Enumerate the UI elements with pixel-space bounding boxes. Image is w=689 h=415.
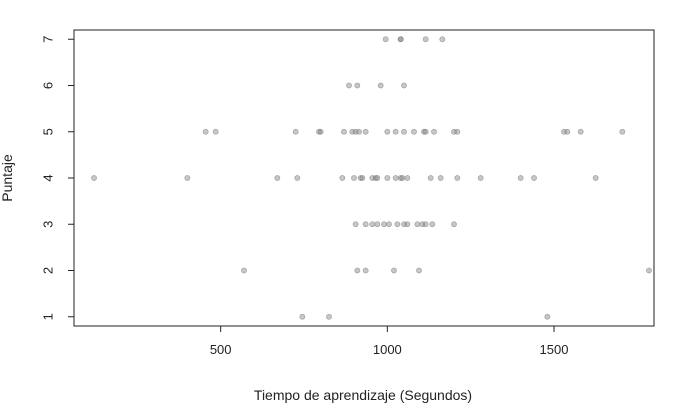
data-point xyxy=(352,221,359,228)
data-point xyxy=(454,128,461,135)
data-point xyxy=(646,267,652,274)
data-point xyxy=(439,36,446,43)
data-point xyxy=(399,175,406,181)
data-points xyxy=(91,36,652,320)
data-point xyxy=(577,128,584,135)
data-point xyxy=(292,128,299,135)
data-point xyxy=(362,221,369,228)
data-point xyxy=(392,175,399,181)
data-point xyxy=(356,128,362,135)
data-point xyxy=(416,267,422,274)
data-point xyxy=(359,175,366,181)
data-point xyxy=(202,128,209,135)
data-point xyxy=(294,175,301,181)
y-tick-label: 3 xyxy=(41,221,56,228)
data-point xyxy=(401,82,407,89)
data-point xyxy=(544,313,551,320)
data-point xyxy=(592,175,599,181)
data-point xyxy=(381,221,387,228)
y-tick-label: 6 xyxy=(41,82,56,89)
data-point xyxy=(414,221,421,228)
x-tick-label: 1000 xyxy=(373,342,402,357)
data-point xyxy=(326,313,332,320)
data-point xyxy=(401,128,407,135)
data-point xyxy=(372,175,379,181)
data-point xyxy=(397,175,404,181)
data-point xyxy=(397,36,404,43)
y-tick-label: 4 xyxy=(41,174,56,181)
data-point xyxy=(394,221,401,228)
data-point xyxy=(422,128,429,135)
y-axis-title: Puntaje xyxy=(0,154,15,202)
y-tick-label: 5 xyxy=(41,128,56,135)
data-point xyxy=(392,128,399,135)
data-point xyxy=(422,221,429,228)
data-point xyxy=(317,128,324,135)
data-point xyxy=(241,267,247,274)
data-point xyxy=(429,221,436,228)
data-point xyxy=(517,175,524,181)
data-point xyxy=(451,221,457,228)
data-point xyxy=(357,175,364,181)
x-axis-title: Tiempo de aprendizaje (Segundos) xyxy=(254,387,472,403)
y-tick-label: 2 xyxy=(41,267,56,274)
data-point xyxy=(374,175,381,181)
data-point xyxy=(384,128,391,135)
data-point xyxy=(274,175,281,181)
data-point xyxy=(619,128,626,135)
data-point xyxy=(531,175,537,181)
data-point xyxy=(351,175,357,181)
x-tick-label: 500 xyxy=(210,342,232,357)
data-point xyxy=(354,267,361,274)
data-point xyxy=(362,267,369,274)
x-tick-label: 1500 xyxy=(540,342,569,357)
data-point xyxy=(374,221,381,228)
data-point xyxy=(184,175,191,181)
data-point xyxy=(341,128,347,135)
y-axis: 1 2 3 4 5 6 7 xyxy=(41,36,74,320)
data-point xyxy=(427,175,434,181)
data-point xyxy=(564,128,571,135)
y-tick-label: 1 xyxy=(41,313,56,320)
data-point xyxy=(212,128,219,135)
x-axis: 500 1000 1500 xyxy=(210,326,569,357)
data-point xyxy=(422,36,429,43)
data-point xyxy=(437,175,444,181)
y-tick-label: 7 xyxy=(41,36,56,43)
data-point xyxy=(382,36,389,43)
data-point xyxy=(299,313,306,320)
data-point xyxy=(91,175,97,181)
data-point xyxy=(339,175,346,181)
data-point xyxy=(431,128,437,135)
data-point xyxy=(411,128,417,135)
data-point xyxy=(404,221,411,228)
data-point xyxy=(377,82,384,89)
data-point xyxy=(384,175,391,181)
data-point xyxy=(386,221,392,228)
data-point xyxy=(354,82,361,89)
data-point xyxy=(369,221,376,228)
data-point xyxy=(316,128,322,135)
data-point xyxy=(346,82,352,89)
data-point xyxy=(362,128,369,135)
data-point xyxy=(404,175,411,181)
data-point xyxy=(454,175,461,181)
data-point xyxy=(391,267,397,274)
data-point xyxy=(421,128,427,135)
data-point xyxy=(477,175,484,181)
